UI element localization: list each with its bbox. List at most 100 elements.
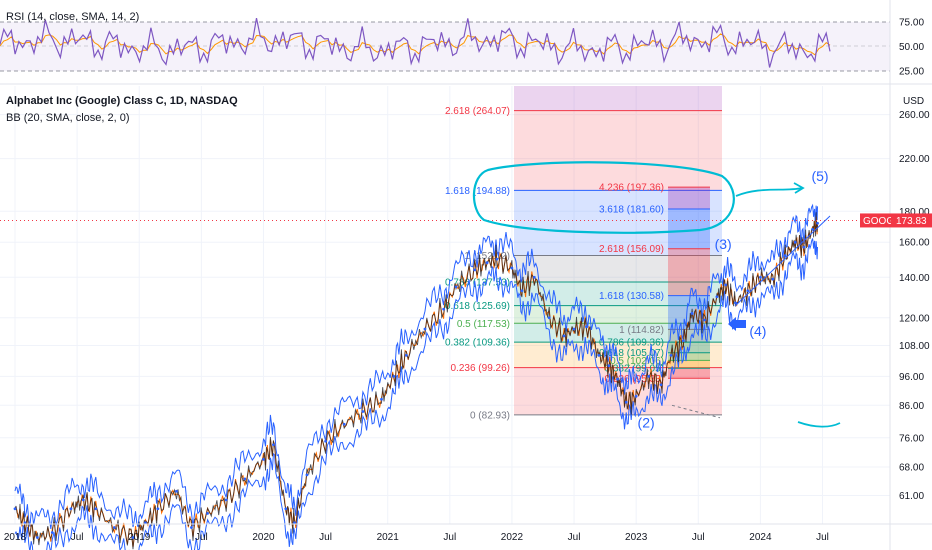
fib-ext-label: 0.5 (102.06) (610, 356, 664, 367)
price-point (112, 526, 116, 529)
fib-level-label: 2.618 (264.07) (445, 106, 510, 117)
fib-zone (514, 342, 722, 368)
x-tick-label: Jul (568, 532, 581, 543)
price-point (131, 536, 135, 539)
price-point (35, 536, 39, 539)
price-point (572, 327, 576, 331)
price-axis[interactable]: 260.00 220.00 180.00 160.00 140.00 120.00 108.… (860, 96, 932, 502)
price-point (144, 521, 147, 525)
bollinger-lower-band (14, 238, 818, 550)
time-axis[interactable]: 2018 Jul 2019 Jul 2020 Jul 2021 Jul 2022 Jul 2023 J… (4, 532, 829, 543)
fib-level-label: 0.236 (99.26) (451, 363, 511, 374)
fib-ext-label: 2.618 (156.09) (599, 244, 664, 255)
price-point (342, 422, 346, 426)
price-point (547, 316, 551, 320)
rsi-tick-label: 50.00 (899, 42, 924, 53)
price-point (510, 266, 514, 270)
fib-zone (514, 367, 722, 415)
fib-level-label: 0.786 (137.53) (445, 277, 510, 288)
y-tick-label: 108.00 (899, 341, 930, 352)
price-point (724, 283, 728, 287)
price-point (175, 489, 178, 493)
y-tick-label: 96.00 (899, 372, 924, 383)
price-point (361, 410, 365, 413)
price-point (802, 245, 806, 249)
price-point (454, 285, 458, 289)
y-tick-label: 61.00 (899, 491, 924, 502)
price-point (262, 457, 265, 461)
price-point (94, 507, 98, 511)
x-tick-label: 2022 (501, 532, 524, 543)
y-tick-label: 180.00 (899, 207, 930, 218)
fib-zone (514, 281, 722, 306)
price-point (634, 394, 638, 398)
price-point (690, 312, 694, 315)
fib-ext-trendline (671, 404, 721, 419)
price-point (81, 498, 85, 502)
fib-level-label: 0 (82.93) (470, 410, 510, 421)
price-point (69, 507, 73, 511)
last-price-tag: GOOG 173.83 (860, 213, 932, 228)
x-tick-label: Jul (692, 532, 705, 543)
rsi-pane[interactable]: RSI (14, close, SMA, 14, 2) 75.00 50.00 25… (0, 11, 924, 78)
price-point (272, 443, 275, 447)
y-tick-label: 220.00 (899, 154, 930, 165)
price-point (423, 327, 427, 331)
price-point (659, 383, 663, 387)
price-point (473, 268, 477, 272)
arrow-marker-icon (728, 317, 746, 331)
last-price-value: 173.83 (896, 216, 927, 227)
x-tick-label: Jul (816, 532, 829, 543)
price-point (324, 439, 327, 443)
x-tick-label: 2023 (625, 532, 648, 543)
price-point (224, 498, 228, 502)
rsi-label: RSI (14, close, SMA, 14, 2) (6, 11, 139, 23)
price-point (783, 254, 787, 258)
y-tick-label: 160.00 (899, 238, 930, 249)
fib-zone (514, 110, 722, 191)
x-tick-label: 2024 (749, 532, 772, 543)
price-point (746, 289, 750, 293)
price-point (243, 477, 247, 481)
fib-ext-label: 0.786 (109.36) (599, 338, 664, 349)
x-tick-label: Jul (319, 532, 332, 543)
fib-zone (514, 86, 722, 111)
price-point (190, 526, 193, 529)
price-point (597, 353, 601, 357)
bollinger-upper-band (14, 203, 818, 529)
price-point (759, 275, 762, 279)
highlight-ellipse (472, 161, 735, 234)
price-point (771, 277, 775, 281)
fib-zone (514, 190, 722, 256)
price-point (442, 307, 446, 311)
x-tick-label: Jul (195, 532, 208, 543)
price-point (624, 400, 628, 404)
fib-ext-zone (668, 342, 710, 353)
fib-zone (514, 255, 722, 282)
price-point (284, 507, 288, 511)
wave-label: (4) (749, 323, 766, 339)
x-tick-label: Jul (71, 532, 84, 543)
rsi-tick-label: 25.00 (899, 67, 924, 78)
y-tick-label: 140.00 (899, 273, 930, 284)
fib-ext-zone (668, 187, 710, 209)
fib-level-label: 0.618 (125.69) (445, 301, 510, 312)
price-point (305, 473, 309, 477)
y-tick-label: 68.00 (899, 462, 924, 473)
wave-label: (2) (638, 415, 655, 431)
wave-label: (5) (811, 168, 828, 184)
fib-ext-zone (668, 248, 710, 296)
price-point (520, 289, 524, 293)
chart-subtitle: BB (20, SMA, close, 2, 0) (6, 112, 130, 124)
price-point (585, 325, 588, 329)
rsi-tick-label: 75.00 (899, 18, 924, 29)
fib-level-label: 1.618 (194.88) (445, 186, 510, 197)
price-point (715, 295, 719, 299)
price-point (816, 221, 819, 225)
price-point (681, 339, 685, 343)
price-point (13, 507, 17, 511)
price-point (50, 531, 54, 534)
price-point (495, 257, 499, 261)
fib-ext-label: 0.618 (105.07) (599, 348, 664, 359)
